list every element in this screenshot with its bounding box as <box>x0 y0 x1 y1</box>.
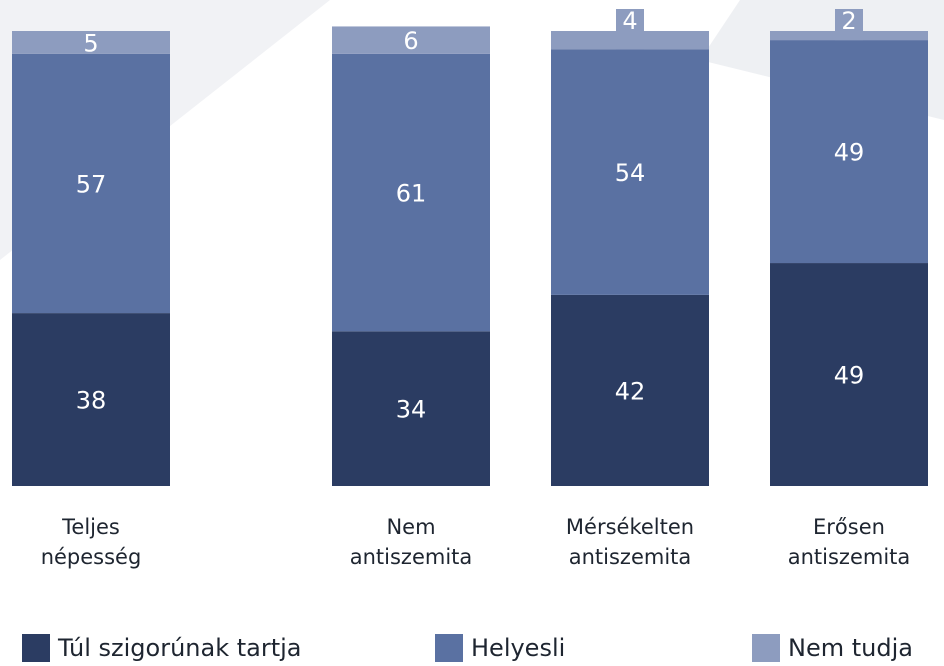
legend-label: Nem tudja <box>788 634 913 662</box>
bar-segment <box>332 331 490 486</box>
value-label: 5 <box>83 29 98 57</box>
value-label-box <box>835 9 863 41</box>
legend-swatch <box>435 634 463 662</box>
legend-label: Helyesli <box>471 634 566 662</box>
bar-segment <box>12 313 170 486</box>
x-tick-label: Erősen antiszemita <box>787 515 911 569</box>
legend-item: Nem tudja <box>752 630 913 666</box>
bar-segment <box>770 263 928 486</box>
value-label: 57 <box>76 170 107 198</box>
x-tick-label: Nem antiszemita <box>349 515 473 569</box>
value-label: 49 <box>834 362 865 390</box>
bar-segment <box>551 294 709 486</box>
legend-item: Helyesli <box>435 630 565 666</box>
value-label: 61 <box>396 180 427 208</box>
value-label: 38 <box>76 387 107 415</box>
bar-segment <box>770 40 928 264</box>
bar-segment <box>12 31 170 54</box>
legend-swatch <box>752 634 780 662</box>
bar-segment <box>332 26 490 54</box>
value-label: 4 <box>622 7 637 35</box>
legend-label: Túl szigorúnak tartja <box>58 634 302 662</box>
value-label: 49 <box>834 139 865 167</box>
value-label: 6 <box>403 27 418 55</box>
value-label: 54 <box>615 159 646 187</box>
value-label: 2 <box>841 7 856 35</box>
bar-segment <box>12 53 170 314</box>
value-label: 34 <box>396 396 427 424</box>
legend-item: Túl szigorúnak tartja <box>22 630 302 666</box>
value-label-box <box>616 9 644 50</box>
x-tick-label: Teljes népesség <box>40 515 142 569</box>
bar-segment <box>332 53 490 332</box>
value-label: 42 <box>615 377 646 405</box>
legend-swatch <box>22 634 50 662</box>
bar-segment <box>551 49 709 295</box>
x-tick-label: Mérsékelten antiszemita <box>565 515 695 569</box>
